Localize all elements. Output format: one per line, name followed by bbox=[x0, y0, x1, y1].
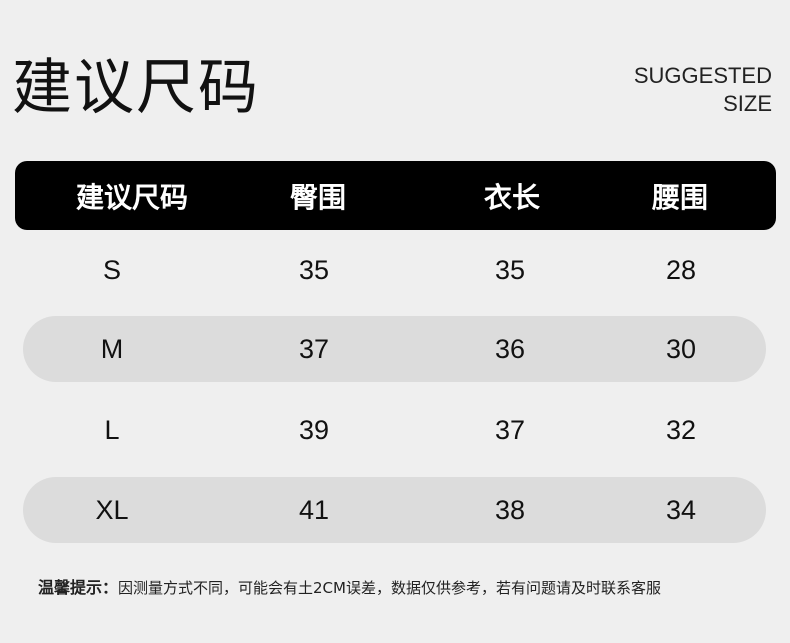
cell-waist: 32 bbox=[665, 414, 697, 445]
subtitle-line-2: SIZE bbox=[723, 91, 772, 116]
table-header: 建议尺码 臀围 衣长 腰围 bbox=[15, 161, 776, 230]
cell-length: 35 bbox=[494, 254, 526, 285]
subtitle-line-1: SUGGESTED bbox=[633, 63, 772, 88]
footnote-label: 温馨提示： bbox=[38, 578, 119, 597]
cell-size: S bbox=[102, 254, 121, 285]
table-row: L 39 37 32 bbox=[23, 397, 766, 463]
page-subtitle: SUGGESTED SIZE bbox=[634, 62, 772, 118]
table-row: S 35 35 28 bbox=[23, 237, 766, 303]
cell-length: 37 bbox=[494, 414, 526, 445]
cell-size: XL bbox=[95, 494, 129, 525]
cell-size: M bbox=[100, 333, 124, 364]
table-row: XL 41 38 34 bbox=[23, 477, 766, 543]
footnote-text: 因测量方式不同，可能会有土2CM误差，数据仅供参考，若有问题请及时联系客服 bbox=[118, 579, 661, 597]
cell-hip: 37 bbox=[298, 333, 330, 364]
cell-length: 36 bbox=[494, 333, 526, 364]
cell-waist: 30 bbox=[665, 333, 697, 364]
cell-size: L bbox=[104, 414, 120, 445]
cell-waist: 34 bbox=[665, 494, 697, 525]
page-title: 建议尺码 bbox=[12, 53, 260, 123]
cell-waist: 28 bbox=[665, 254, 697, 285]
header-hip: 臀围 bbox=[289, 180, 346, 214]
header-length: 衣长 bbox=[483, 180, 540, 214]
cell-hip: 41 bbox=[298, 494, 330, 525]
footnote: 温馨提示：因测量方式不同，可能会有土2CM误差，数据仅供参考，若有问题请及时联系… bbox=[38, 574, 661, 598]
cell-hip: 39 bbox=[298, 414, 330, 445]
header-size: 建议尺码 bbox=[75, 180, 188, 214]
header-waist: 腰围 bbox=[651, 180, 708, 214]
table-row: M 37 36 30 bbox=[23, 316, 766, 382]
cell-hip: 35 bbox=[298, 254, 330, 285]
cell-length: 38 bbox=[494, 494, 526, 525]
